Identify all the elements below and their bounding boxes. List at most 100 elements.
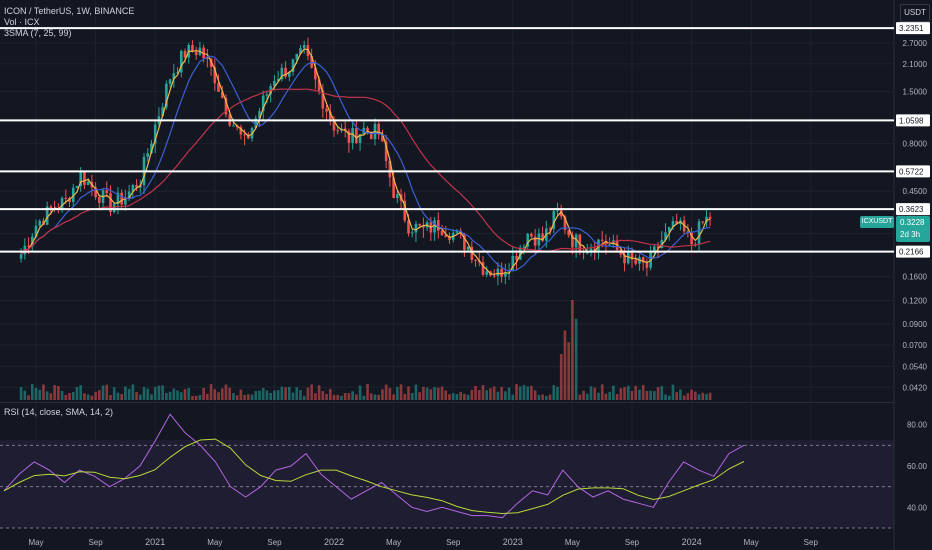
rsi-tick-label: 80.00: [907, 421, 928, 430]
candle-body: [120, 192, 123, 205]
volume-bar: [295, 387, 299, 400]
bar-countdown: 2d 3h: [900, 230, 921, 239]
last-price-box: 0.3228 2d 3h: [896, 216, 930, 242]
rsi-tick-label: 40.00: [907, 503, 928, 512]
volume-bar: [492, 386, 496, 400]
volume-bar: [247, 394, 250, 400]
candle-body: [273, 80, 276, 87]
time-tick-label: May: [28, 538, 43, 547]
candle-body: [571, 235, 574, 248]
candle-body: [578, 234, 582, 251]
volume-bar: [425, 387, 429, 400]
volume-bar: [589, 386, 593, 400]
rsi-tick-label: 60.00: [907, 462, 928, 471]
candle-body: [664, 232, 667, 240]
currency-button[interactable]: USDT: [900, 4, 930, 22]
time-tick-label: May: [386, 538, 401, 547]
volume-bar: [623, 387, 626, 400]
candle-body: [667, 227, 671, 233]
price-tick-label: 0.0700: [903, 341, 928, 350]
volume-bar: [403, 393, 407, 400]
candle-body: [533, 236, 537, 246]
volume-bar: [578, 394, 582, 400]
candle-body: [675, 220, 678, 224]
volume-bar: [49, 393, 53, 400]
time-tick-label: May: [565, 538, 580, 547]
volume-bar: [653, 391, 656, 400]
volume-bar: [131, 384, 135, 400]
candle-body: [589, 248, 593, 253]
volume-bar: [414, 384, 418, 400]
volume-bar: [38, 389, 42, 400]
volume-bar: [183, 389, 187, 400]
volume-bar: [593, 387, 597, 400]
volume-bar: [485, 390, 489, 400]
candle-body: [444, 235, 448, 237]
candle-body: [291, 59, 295, 73]
rsi-indicator-label[interactable]: RSI (14, close, SMA, 14, 2): [4, 407, 114, 417]
volume-bar: [567, 342, 570, 400]
candle-body: [302, 45, 306, 49]
volume-bar: [209, 384, 213, 400]
candle-body: [176, 72, 179, 74]
candle-body: [45, 206, 49, 225]
volume-bar: [254, 391, 258, 400]
volume-bar: [213, 389, 217, 400]
volume-bar: [548, 394, 552, 400]
volume-bar: [399, 384, 403, 400]
level-price-text: 3.2351: [899, 24, 924, 33]
time-tick-label: Sep: [625, 538, 640, 547]
candle-body: [574, 234, 578, 248]
time-tick-label: Sep: [446, 538, 461, 547]
level-price-text: 0.2166: [899, 248, 924, 257]
volume-bar: [388, 388, 392, 400]
candle-body: [701, 221, 705, 223]
volume-bar: [641, 384, 645, 400]
volume-bar: [269, 392, 272, 400]
sma-indicator-label[interactable]: 3SMA (7, 25, 99): [4, 28, 72, 38]
candle-body: [623, 254, 626, 264]
volume-bar: [448, 394, 451, 400]
volume-bar: [377, 394, 380, 400]
volume-bar: [533, 390, 537, 400]
volume-bar: [191, 395, 194, 400]
candle-body: [217, 83, 220, 92]
price-tick-label: 0.1200: [903, 296, 928, 305]
volume-bar: [168, 391, 172, 400]
volume-bar: [250, 394, 254, 400]
volume-bar: [410, 393, 414, 400]
volume-bar: [343, 393, 347, 400]
volume-bar: [645, 390, 649, 400]
volume-bar: [381, 389, 384, 400]
price-tick-label: 2.1000: [903, 60, 928, 69]
volume-bar: [280, 386, 284, 400]
volume-bar: [500, 386, 503, 400]
candle-body: [135, 184, 138, 188]
level-price-tag: [896, 203, 930, 216]
candle-body: [403, 200, 407, 221]
volume-bar: [299, 390, 302, 400]
volume-bar: [228, 387, 231, 400]
candle-body: [224, 97, 228, 115]
candle-body: [604, 240, 608, 245]
volume-bar: [224, 384, 228, 400]
volume-bar: [347, 393, 351, 400]
volume-bar: [232, 393, 235, 400]
volume-bar: [71, 392, 75, 400]
volume-bar: [83, 393, 86, 400]
volume-bar: [489, 388, 492, 400]
volume-indicator-label[interactable]: Vol · ICX: [4, 17, 40, 27]
time-tick-label: 2021: [145, 537, 165, 547]
symbol-title: ICON / TetherUS, 1W, BINANCE: [4, 6, 135, 16]
candle-body: [247, 135, 250, 139]
volume-bar: [708, 392, 712, 400]
candle-body: [552, 211, 556, 229]
candle-body: [407, 220, 410, 234]
volume-bar: [27, 395, 30, 400]
volume-bar: [90, 395, 94, 400]
candle-body: [86, 181, 90, 185]
candle-body: [381, 134, 384, 142]
time-tick-label: Sep: [88, 538, 103, 547]
